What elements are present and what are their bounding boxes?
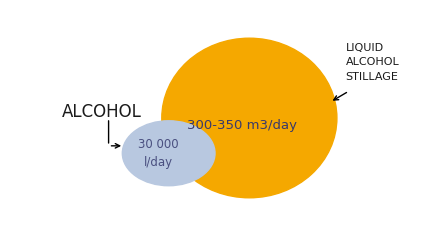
Ellipse shape [162,38,337,198]
Text: 30 000
l/day: 30 000 l/day [138,138,179,169]
Text: LIQUID
ALCOHOL
STILLAGE: LIQUID ALCOHOL STILLAGE [346,42,399,82]
Text: ALCOHOL: ALCOHOL [62,103,142,121]
Ellipse shape [122,121,215,186]
Text: 300-350 m3/day: 300-350 m3/day [187,119,298,132]
